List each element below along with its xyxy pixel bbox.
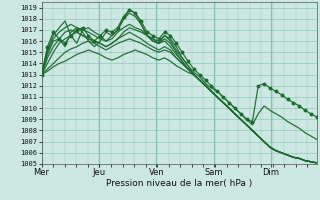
- X-axis label: Pression niveau de la mer( hPa ): Pression niveau de la mer( hPa ): [106, 179, 252, 188]
